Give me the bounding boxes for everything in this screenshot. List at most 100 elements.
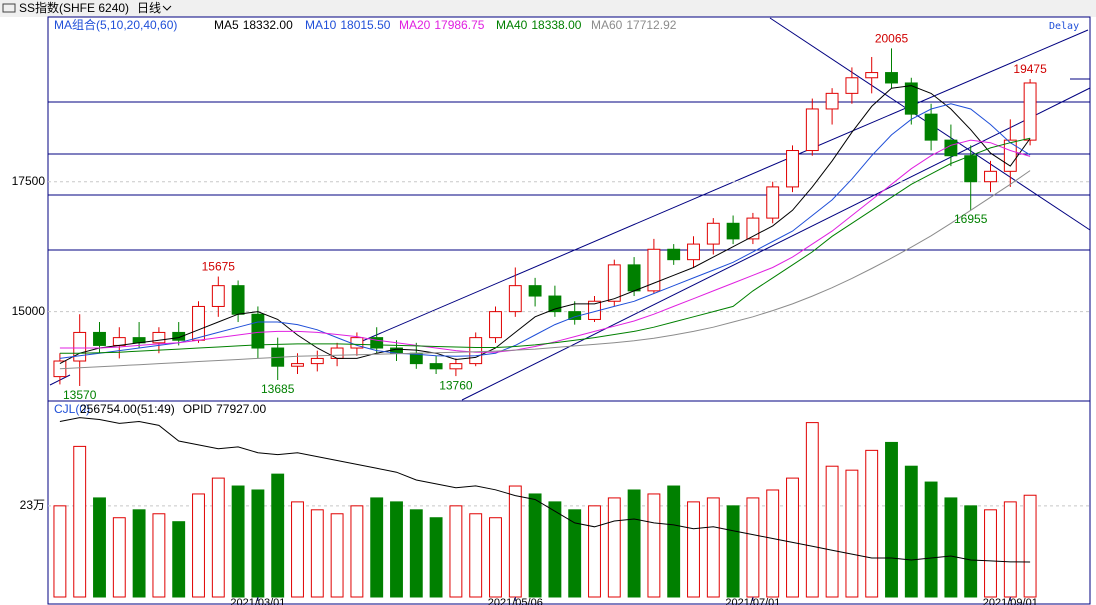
open-interest-line <box>59 417 1031 563</box>
low-label: 13570 <box>63 388 97 402</box>
candle-body <box>73 331 87 362</box>
volume-bar <box>231 485 245 598</box>
volume-bar <box>726 505 740 598</box>
high-label: 20065 <box>875 32 909 46</box>
volume-bar <box>588 505 601 598</box>
candle-body <box>647 248 661 292</box>
volume-bar <box>944 497 958 598</box>
legend-value: 77927.00 <box>216 402 266 416</box>
candle-body <box>865 72 879 79</box>
volume-bar <box>805 422 819 598</box>
x-tick-label: 2021/03/01 <box>230 597 285 605</box>
candle-body <box>528 285 542 297</box>
candle-body <box>112 337 126 346</box>
volume-bar <box>746 497 760 598</box>
volume-bar <box>291 501 304 598</box>
volume-bar <box>112 517 126 598</box>
legend-value: 18338.00 <box>531 18 581 32</box>
volume-bar <box>885 441 898 598</box>
candle-body <box>904 82 918 115</box>
price-panel <box>47 16 1091 402</box>
candle-body <box>667 248 681 261</box>
candle-body <box>449 363 463 370</box>
candle-body <box>706 222 720 245</box>
ma-line <box>59 137 1031 354</box>
candle-body <box>885 72 898 84</box>
toolbar-icon[interactable] <box>2 3 16 13</box>
volume-bar <box>271 473 285 598</box>
legend-value: 18015.50 <box>340 18 390 32</box>
volume-bar <box>508 485 522 598</box>
x-tick-label: 2021/07/01 <box>725 597 780 605</box>
candle-body <box>924 113 938 141</box>
volume-bar <box>825 465 839 598</box>
volume-bar <box>766 489 780 598</box>
volume-bar <box>489 517 502 598</box>
candle-body <box>330 347 344 359</box>
legend-name: OPID <box>183 402 213 416</box>
volume-bar <box>528 493 542 598</box>
volume-bar <box>568 509 582 598</box>
symbol[interactable]: SS指数(SHFE 6240) <box>19 0 129 15</box>
high-label: 19475 <box>1013 62 1047 76</box>
candle-body <box>825 92 839 110</box>
candle-body <box>192 305 205 341</box>
candle-body <box>172 331 186 341</box>
volume-bar <box>964 505 978 598</box>
legend-name: MA40 <box>496 18 528 32</box>
candle-body <box>310 357 324 365</box>
candle-body <box>627 264 641 292</box>
volume-bar <box>93 497 106 598</box>
volume-title: CJL(0) <box>54 402 90 416</box>
volume-bar <box>192 493 205 598</box>
volume-bar <box>845 469 859 598</box>
volume-bar <box>370 497 384 598</box>
legend-name: MA60 <box>591 18 623 32</box>
candle-body <box>152 331 166 344</box>
candle-body <box>1023 82 1037 141</box>
legend-name: MA5 <box>214 18 239 32</box>
volume-bar <box>687 501 700 598</box>
x-tick-label: 2021/05/06 <box>488 597 543 605</box>
trend-line <box>359 29 1089 343</box>
candle-body <box>291 363 304 367</box>
candle-body <box>1003 139 1017 172</box>
period-chevron[interactable] <box>162 5 172 11</box>
volume-bar <box>627 489 641 598</box>
volume-bar <box>211 477 225 598</box>
candle-body <box>805 108 819 152</box>
indicator-label: MA组合(5,10,20,40,60) <box>54 17 177 32</box>
candle-body <box>746 217 760 240</box>
volume-bar <box>865 449 879 598</box>
legend-value: 18332.00 <box>243 18 293 32</box>
volume-bar <box>310 509 324 598</box>
volume-bar <box>984 509 997 598</box>
volume-bar <box>1023 494 1037 598</box>
candle-body <box>726 222 740 240</box>
candle-body <box>489 311 502 339</box>
ma-line <box>59 139 1031 353</box>
low-label: 13685 <box>261 382 295 396</box>
low-label: 16955 <box>954 212 988 226</box>
volume-bar <box>330 513 344 598</box>
volume-panel <box>47 400 1091 605</box>
volume-bar <box>469 513 483 598</box>
candle-body <box>508 285 522 313</box>
candle-body <box>687 243 700 261</box>
period[interactable]: 日线 <box>137 1 161 15</box>
candle-body <box>786 150 799 188</box>
legend-name: MA10 <box>305 18 337 32</box>
volume-bar <box>904 465 918 598</box>
volume-bar <box>548 501 562 598</box>
volume-bar <box>786 477 799 598</box>
volume-value: 256754.00(51:49) <box>80 402 175 416</box>
delay-note: Delay <box>1049 21 1079 32</box>
volume-bar <box>350 505 364 598</box>
candle-body <box>370 337 384 349</box>
volume-bar <box>390 501 403 598</box>
x-tick-label: 2021/09/01 <box>983 597 1038 605</box>
y-tick-label: 17500 <box>12 174 46 188</box>
volume-bar <box>647 493 661 598</box>
